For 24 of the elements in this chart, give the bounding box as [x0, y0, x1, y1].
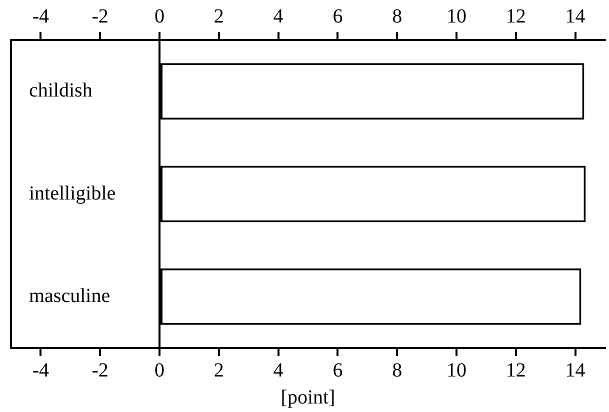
- x2-tick-label: 12: [506, 5, 526, 28]
- y-tick-label: intelligible: [29, 182, 116, 204]
- x2-tick-label: -2: [92, 5, 108, 28]
- x-tick-label: 4: [273, 359, 284, 382]
- x-axis-title: [point]: [280, 386, 336, 408]
- x-tick-label: 0: [154, 359, 164, 382]
- x-tick-label: 12: [506, 359, 526, 382]
- x2-tick-label: 10: [446, 5, 466, 28]
- x-tick-label: 14: [565, 359, 586, 382]
- x2-tick-label: 0: [154, 5, 164, 28]
- x2-tick-label: 4: [273, 5, 284, 28]
- x-tick-label: -2: [92, 359, 108, 382]
- x-tick-label: 6: [332, 359, 343, 382]
- x-tick-label: 10: [446, 359, 466, 382]
- x-tick-label: 2: [214, 359, 224, 382]
- y-tick-label: masculine: [29, 284, 110, 307]
- x-tick-label: -4: [32, 359, 50, 382]
- x2-tick-label: 8: [392, 5, 402, 28]
- x2-tick-label: 2: [214, 5, 224, 28]
- y-tick-label: childish: [29, 80, 92, 102]
- x2-tick-label: -4: [32, 5, 50, 28]
- x-tick-label: 8: [392, 359, 402, 382]
- x2-tick-label: 6: [332, 5, 343, 28]
- x2-tick-label: 14: [565, 5, 586, 28]
